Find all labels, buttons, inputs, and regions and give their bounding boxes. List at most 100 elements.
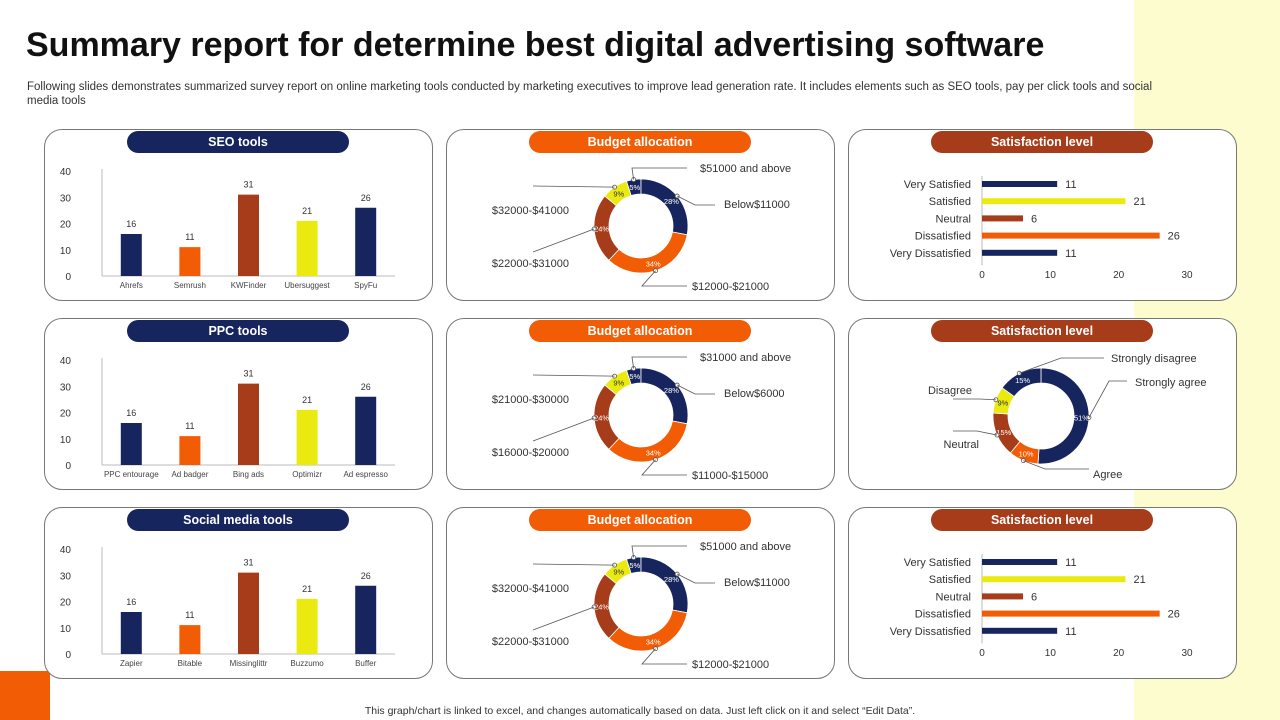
x-tick-label: PPC entourage [104, 470, 159, 479]
bar-bitable [179, 625, 201, 654]
x-tick-label: 0 [979, 648, 985, 659]
bar-dissatisfied [982, 232, 1160, 239]
y-tick-label: Neutral [936, 213, 971, 225]
slice-value-below-11000: 28% [664, 197, 679, 206]
data-label-missinglittr: 31 [243, 558, 253, 568]
y-tick-label: 40 [60, 545, 72, 556]
slice-label-32000-41000: $32000-$41000 [492, 205, 569, 217]
leader-line [532, 374, 615, 377]
leader-line [532, 417, 595, 442]
bar-satisfied [982, 198, 1126, 205]
y-tick-label: Satisfied [929, 196, 971, 208]
social-media-tools-heading: Social media tools [127, 509, 349, 531]
leader-line [1088, 380, 1127, 418]
bar-bing-ads [238, 383, 259, 465]
budget-allocation-chart-1: 5% $51000 and above 28% Below$11000 34% $1200… [492, 163, 791, 293]
leader-line [631, 167, 687, 180]
slice-label-below-11000: Below$11000 [724, 199, 790, 211]
data-label-ahrefs: 16 [126, 219, 136, 229]
data-label-satisfied: 21 [1134, 574, 1146, 586]
slice-label-22000-31000: $22000-$31000 [492, 636, 569, 648]
data-label-ad-espresso: 26 [361, 382, 371, 392]
y-tick-label: 30 [60, 571, 72, 582]
slice-label-11000-15000: $11000-$15000 [692, 470, 768, 482]
slice-value-22000-31000: 24% [594, 602, 609, 611]
slice-value-strongly-disagree: 15% [1015, 376, 1030, 385]
y-tick-label: 40 [60, 167, 72, 178]
data-label-buzzumo: 21 [302, 584, 312, 594]
slice-value-below-11000: 28% [664, 575, 679, 584]
x-tick-label: 30 [1181, 270, 1193, 281]
page-title: Summary report for determine best digita… [26, 26, 1045, 64]
leader-line [1019, 357, 1104, 374]
x-tick-label: Bitable [178, 659, 203, 668]
bar-optimizr [296, 409, 318, 465]
budget-allocation-chart-2: 5% $31000 and above 28% Below$6000 34% $11000… [492, 352, 791, 482]
footer-note: This graph/chart is linked to excel, and… [364, 705, 916, 717]
bar-neutral [982, 215, 1023, 222]
bar-dissatisfied [982, 610, 1160, 617]
bar-spyfu [355, 207, 377, 276]
leader-line [641, 648, 687, 665]
slice-value-agree: 10% [1019, 450, 1034, 459]
data-label-ad-badger: 11 [185, 421, 194, 431]
x-tick-label: Semrush [174, 281, 206, 290]
y-tick-label: 20 [60, 220, 72, 231]
x-tick-label: Missinglittr [230, 659, 268, 668]
leader-line [631, 545, 687, 558]
data-label-very-dissatisfied: 11 [1065, 248, 1076, 260]
y-tick-label: Dissatisfied [915, 609, 971, 621]
data-label-bing-ads: 31 [243, 369, 253, 379]
budget-allocation-heading-3: Budget allocation [529, 509, 751, 531]
x-tick-label: 30 [1181, 648, 1193, 659]
leader-line [1023, 460, 1089, 470]
x-tick-label: 20 [1113, 648, 1125, 659]
x-tick-label: Ad badger [171, 470, 208, 479]
leader-dot [591, 415, 597, 421]
leader-line [532, 185, 615, 188]
social-media-tools-chart: 0 10 20 30 40 16 Zapier 11 Bitable 31 Missinglittr… [60, 545, 395, 668]
y-tick-label: 0 [65, 650, 71, 661]
slice-label-12000-21000: $12000-$21000 [692, 659, 769, 671]
x-tick-label: Ubersuggest [284, 281, 330, 290]
bar-very-dissatisfied [982, 627, 1058, 634]
corner-accent [0, 671, 50, 720]
slice-value-16000-20000: 24% [594, 413, 609, 422]
budget-allocation-heading-2: Budget allocation [529, 320, 751, 342]
y-tick-label: Very Dissatisfied [890, 248, 971, 260]
y-tick-label: 40 [60, 356, 72, 367]
x-tick-label: Buffer [355, 659, 377, 668]
satisfaction-chart-1: Very Satisfied 11 Satisfied 21 Neutral 6 Dissa… [890, 176, 1193, 281]
leader-dot [1016, 370, 1022, 376]
seo-tools-panel: 0 10 20 30 40 16 Ahrefs 11 Semrush 31 KWFinder 21 Ub… [44, 129, 433, 301]
slice-label-51000-and-above: $51000 and above [700, 163, 791, 175]
leader-line [677, 384, 715, 395]
x-tick-label: 20 [1113, 270, 1125, 281]
bar-ad-badger [179, 436, 201, 465]
bar-very-satisfied [982, 181, 1058, 187]
x-tick-label: Zapier [120, 659, 143, 668]
leader-line [677, 573, 715, 584]
slice-value-32000-41000: 9% [613, 189, 624, 198]
seo-tools-heading: SEO tools [127, 131, 349, 153]
bar-ppc-entourage [120, 423, 142, 465]
slice-value-below-6000: 28% [664, 386, 679, 395]
slice-label-12000-21000: $12000-$21000 [692, 281, 769, 293]
slice-label-strongly-disagree: Strongly disagree [1111, 353, 1197, 365]
slice-label-neutral: Neutral [944, 439, 979, 451]
data-label-neutral: 6 [1031, 591, 1037, 603]
y-tick-label: 10 [60, 246, 72, 257]
slice-label-disagree: Disagree [928, 385, 972, 397]
slice-strongly-disagree [1001, 367, 1042, 398]
bar-buzzumo [296, 598, 318, 654]
bar-missinglittr [238, 572, 259, 654]
data-label-very-satisfied: 11 [1065, 557, 1076, 569]
bar-semrush [179, 247, 201, 276]
slice-label-31000-and-above: $31000 and above [700, 352, 791, 364]
satisfaction-panel-1: Very Satisfied 11 Satisfied 21 Neutral 6 Dissa… [848, 129, 1237, 301]
data-label-spyfu: 26 [361, 193, 371, 203]
leader-line [953, 430, 998, 436]
x-tick-label: 0 [979, 270, 985, 281]
budget-allocation-panel-3: 5% $51000 and above 28% Below$11000 34% $1200… [446, 507, 835, 679]
satisfaction-heading-2: Satisfaction level [931, 320, 1153, 342]
